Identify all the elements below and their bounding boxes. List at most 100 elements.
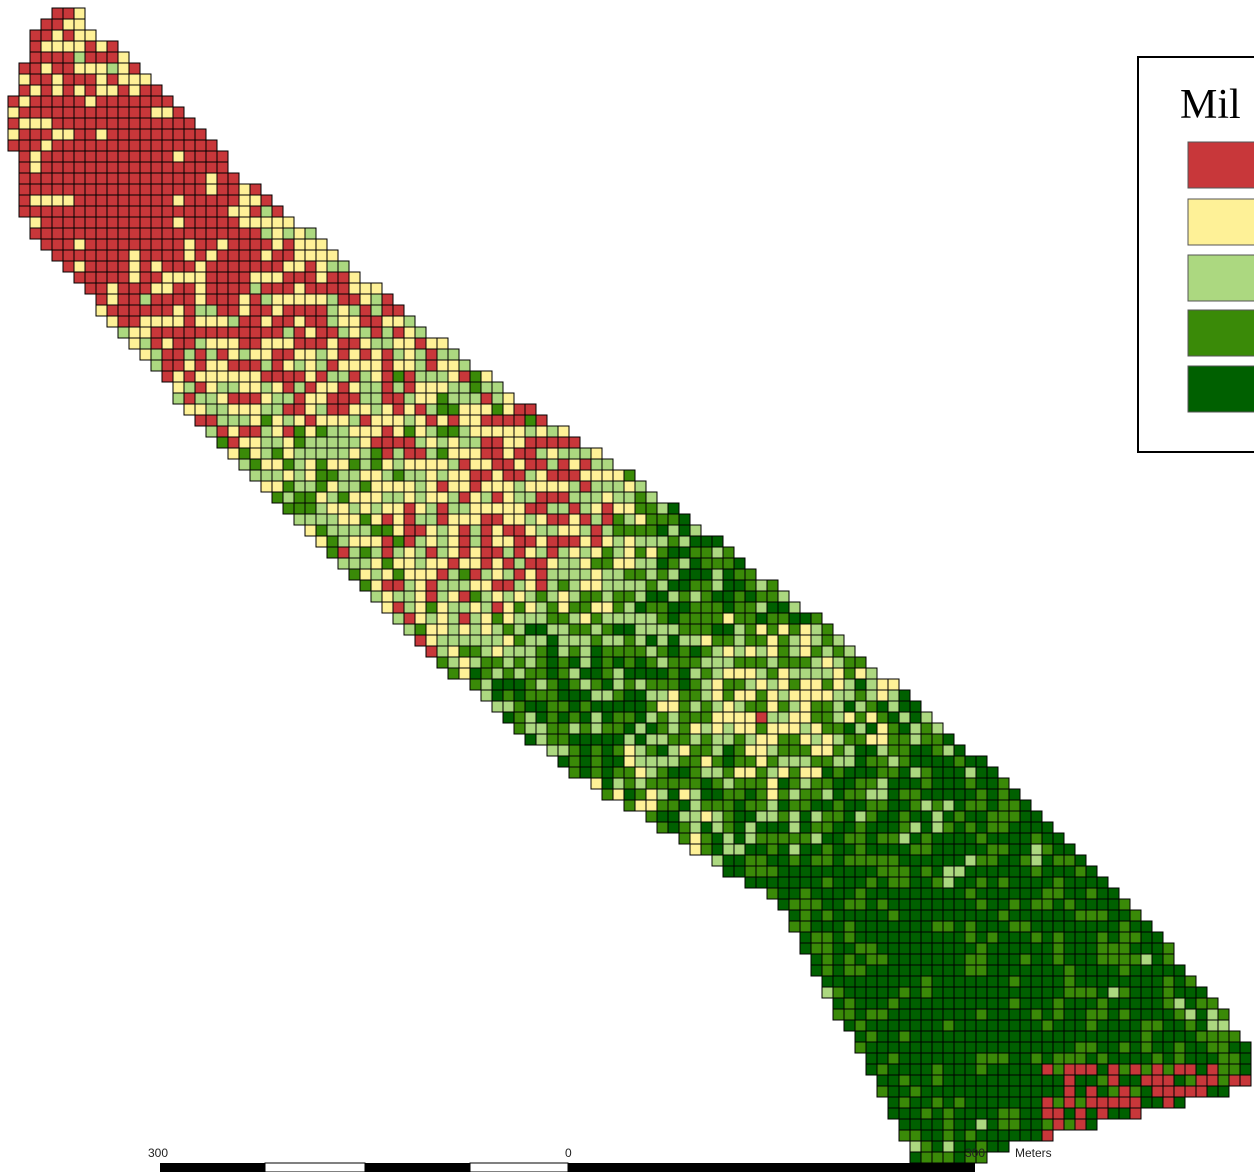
- grid-cell: [568, 502, 581, 515]
- grid-cell: [183, 227, 196, 240]
- grid-cell: [931, 898, 944, 911]
- grid-cell: [689, 733, 702, 746]
- grid-cell: [1063, 898, 1076, 911]
- grid-cell: [568, 436, 581, 449]
- grid-cell: [887, 722, 900, 735]
- grid-cell: [997, 1074, 1010, 1087]
- grid-cell: [744, 755, 757, 768]
- grid-cell: [832, 931, 845, 944]
- grid-cell: [722, 832, 735, 845]
- grid-cell: [821, 788, 834, 801]
- grid-cell: [887, 876, 900, 889]
- grid-cell: [612, 524, 625, 537]
- grid-cell: [854, 810, 867, 823]
- grid-cell: [403, 403, 416, 416]
- grid-cell: [414, 623, 427, 636]
- grid-cell: [392, 458, 405, 471]
- grid-cell: [513, 656, 526, 669]
- grid-cell: [744, 788, 757, 801]
- grid-cell: [491, 436, 504, 449]
- grid-cell: [95, 161, 108, 174]
- grid-cell: [7, 139, 20, 152]
- grid-cell: [205, 282, 218, 295]
- grid-cell: [612, 634, 625, 647]
- grid-cell: [469, 678, 482, 691]
- grid-cell: [1074, 1052, 1087, 1065]
- grid-cell: [1162, 1085, 1175, 1098]
- grid-cell: [425, 524, 438, 537]
- grid-cell: [843, 711, 856, 724]
- grid-cell: [1063, 997, 1076, 1010]
- grid-cell: [898, 821, 911, 834]
- grid-cell: [634, 667, 647, 680]
- grid-cell: [645, 799, 658, 812]
- grid-cell: [227, 238, 240, 251]
- grid-cell: [634, 799, 647, 812]
- grid-cell: [1008, 865, 1021, 878]
- grid-cell: [73, 260, 86, 273]
- grid-cell: [1096, 876, 1109, 889]
- grid-cell: [1118, 942, 1131, 955]
- grid-cell: [183, 260, 196, 273]
- grid-cell: [1030, 942, 1043, 955]
- grid-cell: [29, 128, 42, 141]
- grid-cell: [590, 502, 603, 515]
- grid-cell: [1074, 986, 1087, 999]
- grid-cell: [469, 392, 482, 405]
- grid-cell: [95, 282, 108, 295]
- grid-cell: [326, 392, 339, 405]
- grid-cell: [216, 425, 229, 438]
- grid-cell: [689, 667, 702, 680]
- grid-cell: [898, 1063, 911, 1076]
- grid-cell: [568, 469, 581, 482]
- grid-cell: [106, 128, 119, 141]
- grid-cell: [62, 260, 75, 273]
- grid-cell: [282, 304, 295, 317]
- grid-cell: [1162, 1008, 1175, 1021]
- grid-cell: [546, 733, 559, 746]
- grid-cell: [348, 568, 361, 581]
- grid-cell: [1052, 1107, 1065, 1120]
- grid-cell: [744, 689, 757, 702]
- grid-cell: [920, 1140, 933, 1153]
- grid-cell: [425, 590, 438, 603]
- grid-cell: [601, 722, 614, 735]
- grid-cell: [557, 546, 570, 559]
- grid-cell: [337, 370, 350, 383]
- grid-cell: [1063, 1019, 1076, 1032]
- grid-cell: [238, 370, 251, 383]
- grid-cell: [150, 106, 163, 119]
- grid-cell: [238, 458, 251, 471]
- grid-cell: [1074, 997, 1087, 1010]
- grid-cell: [359, 326, 372, 339]
- grid-cell: [766, 821, 779, 834]
- grid-cell: [348, 381, 361, 394]
- grid-cell: [1019, 854, 1032, 867]
- grid-cell: [832, 909, 845, 922]
- grid-cell: [271, 348, 284, 361]
- grid-cell: [447, 480, 460, 493]
- grid-cell: [1052, 1118, 1065, 1131]
- grid-cell: [337, 513, 350, 526]
- grid-cell: [986, 777, 999, 790]
- grid-cell: [623, 711, 636, 724]
- grid-cell: [788, 865, 801, 878]
- grid-cell: [887, 821, 900, 834]
- grid-cell: [359, 337, 372, 350]
- grid-cell: [843, 722, 856, 735]
- grid-cell: [117, 106, 130, 119]
- grid-cell: [909, 843, 922, 856]
- grid-cell: [84, 29, 97, 42]
- grid-cell: [579, 733, 592, 746]
- grid-cell: [1008, 799, 1021, 812]
- grid-cell: [348, 392, 361, 405]
- grid-cell: [304, 359, 317, 372]
- grid-cell: [29, 194, 42, 207]
- grid-cell: [777, 744, 790, 757]
- grid-cell: [898, 810, 911, 823]
- grid-cell: [986, 1041, 999, 1054]
- grid-cell: [95, 227, 108, 240]
- grid-cell: [777, 667, 790, 680]
- grid-cell: [920, 964, 933, 977]
